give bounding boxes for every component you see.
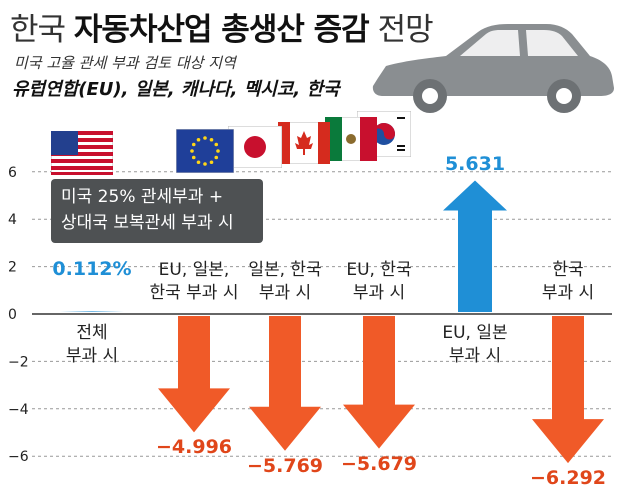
bar-arrow-up [60, 311, 124, 312]
data-label: −6.292 [529, 467, 607, 490]
y-tick-label: −2 [8, 354, 29, 370]
y-tick-label: 6 [8, 165, 17, 181]
bar-arrow-down [249, 316, 321, 451]
category-label: 전체 부과 시 [65, 323, 119, 366]
category-label: 일본, 한국 부과 시 [248, 260, 322, 303]
data-label: −5.679 [340, 452, 418, 475]
data-label: 5.631 [444, 152, 506, 175]
eu-flag-icon [176, 129, 234, 173]
y-tick-label: 2 [8, 260, 17, 276]
data-label: −4.996 [155, 436, 233, 459]
bar-arrow-down [343, 316, 415, 449]
us-flag-icon [51, 131, 113, 175]
canada-flag-icon [278, 122, 330, 164]
mexico-flag-icon [325, 117, 377, 161]
bar-arrow-up [443, 180, 507, 312]
category-label: EU, 한국 부과 시 [346, 260, 412, 303]
page-title: 한국 자동차산업 총생산 증감 전망 [10, 12, 434, 48]
car-silhouette-icon [372, 24, 614, 113]
y-tick-label: −4 [8, 402, 29, 418]
bar-arrow-down [532, 316, 604, 464]
y-tick-label: −6 [8, 449, 29, 465]
category-label: EU, 일본, 한국 부과 시 [149, 260, 239, 303]
subtitle: 미국 고율 관세 부과 검토 대상 지역 [14, 54, 236, 72]
target-countries: 유럽연합(EU), 일본, 캐나다, 멕시코, 한국 [12, 79, 340, 100]
japan-flag-icon [228, 126, 282, 168]
category-label: 한국 부과 시 [541, 260, 595, 303]
data-label: −5.769 [246, 454, 324, 477]
data-label: 0.112% [52, 258, 132, 280]
y-tick-label: 4 [8, 212, 17, 228]
tariff-scenario-callout: 미국 25% 관세부과 + 상대국 보복관세 부과 시 [51, 179, 263, 243]
category-label: EU, 일본 부과 시 [442, 323, 508, 366]
y-tick-label: 0 [8, 307, 17, 323]
bar-arrow-down [158, 316, 230, 433]
